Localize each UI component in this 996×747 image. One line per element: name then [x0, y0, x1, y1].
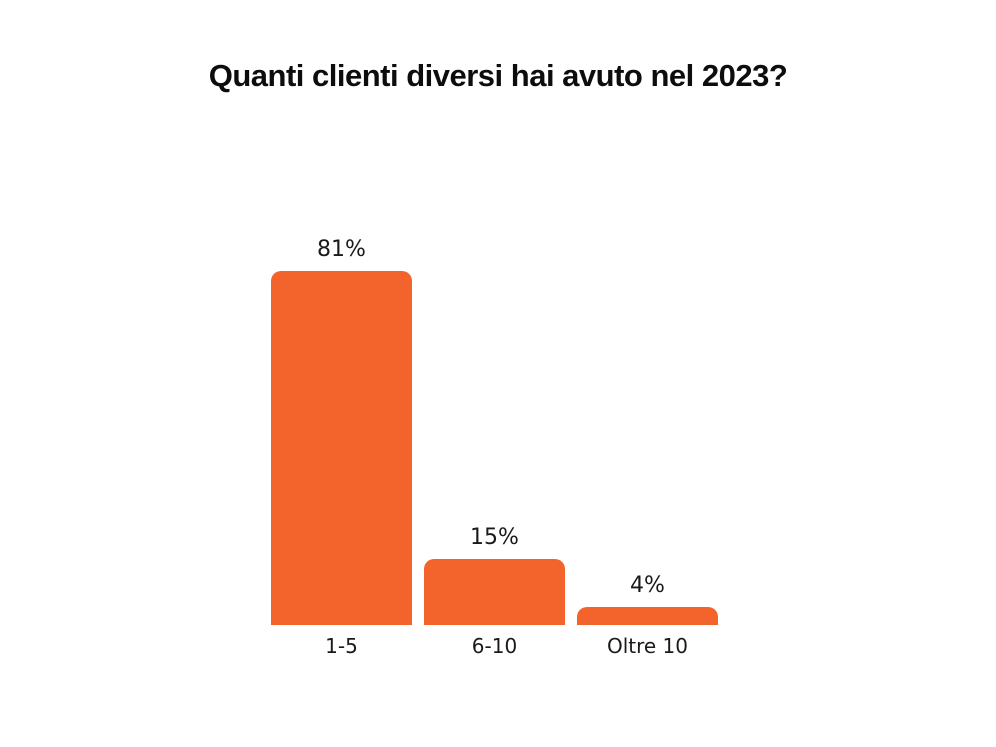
bar [424, 559, 565, 625]
bar-group: 4% Oltre 10 [577, 237, 718, 657]
bar-group: 81% 1-5 [271, 237, 412, 657]
bar-value-label: 81% [317, 237, 366, 262]
bar [577, 607, 718, 625]
bar-value-label: 4% [630, 573, 665, 598]
chart-title: Quanti clienti diversi hai avuto nel 202… [208, 58, 788, 93]
bar [271, 271, 412, 625]
category-label: 6-10 [471, 634, 518, 658]
bar-chart: 81% 1-5 15% 6-10 4% Oltre 10 [271, 237, 718, 657]
bar-group: 15% 6-10 [424, 237, 565, 657]
bar-value-label: 15% [470, 525, 519, 550]
category-label: Oltre 10 [606, 634, 689, 658]
category-label: 1-5 [325, 634, 358, 658]
